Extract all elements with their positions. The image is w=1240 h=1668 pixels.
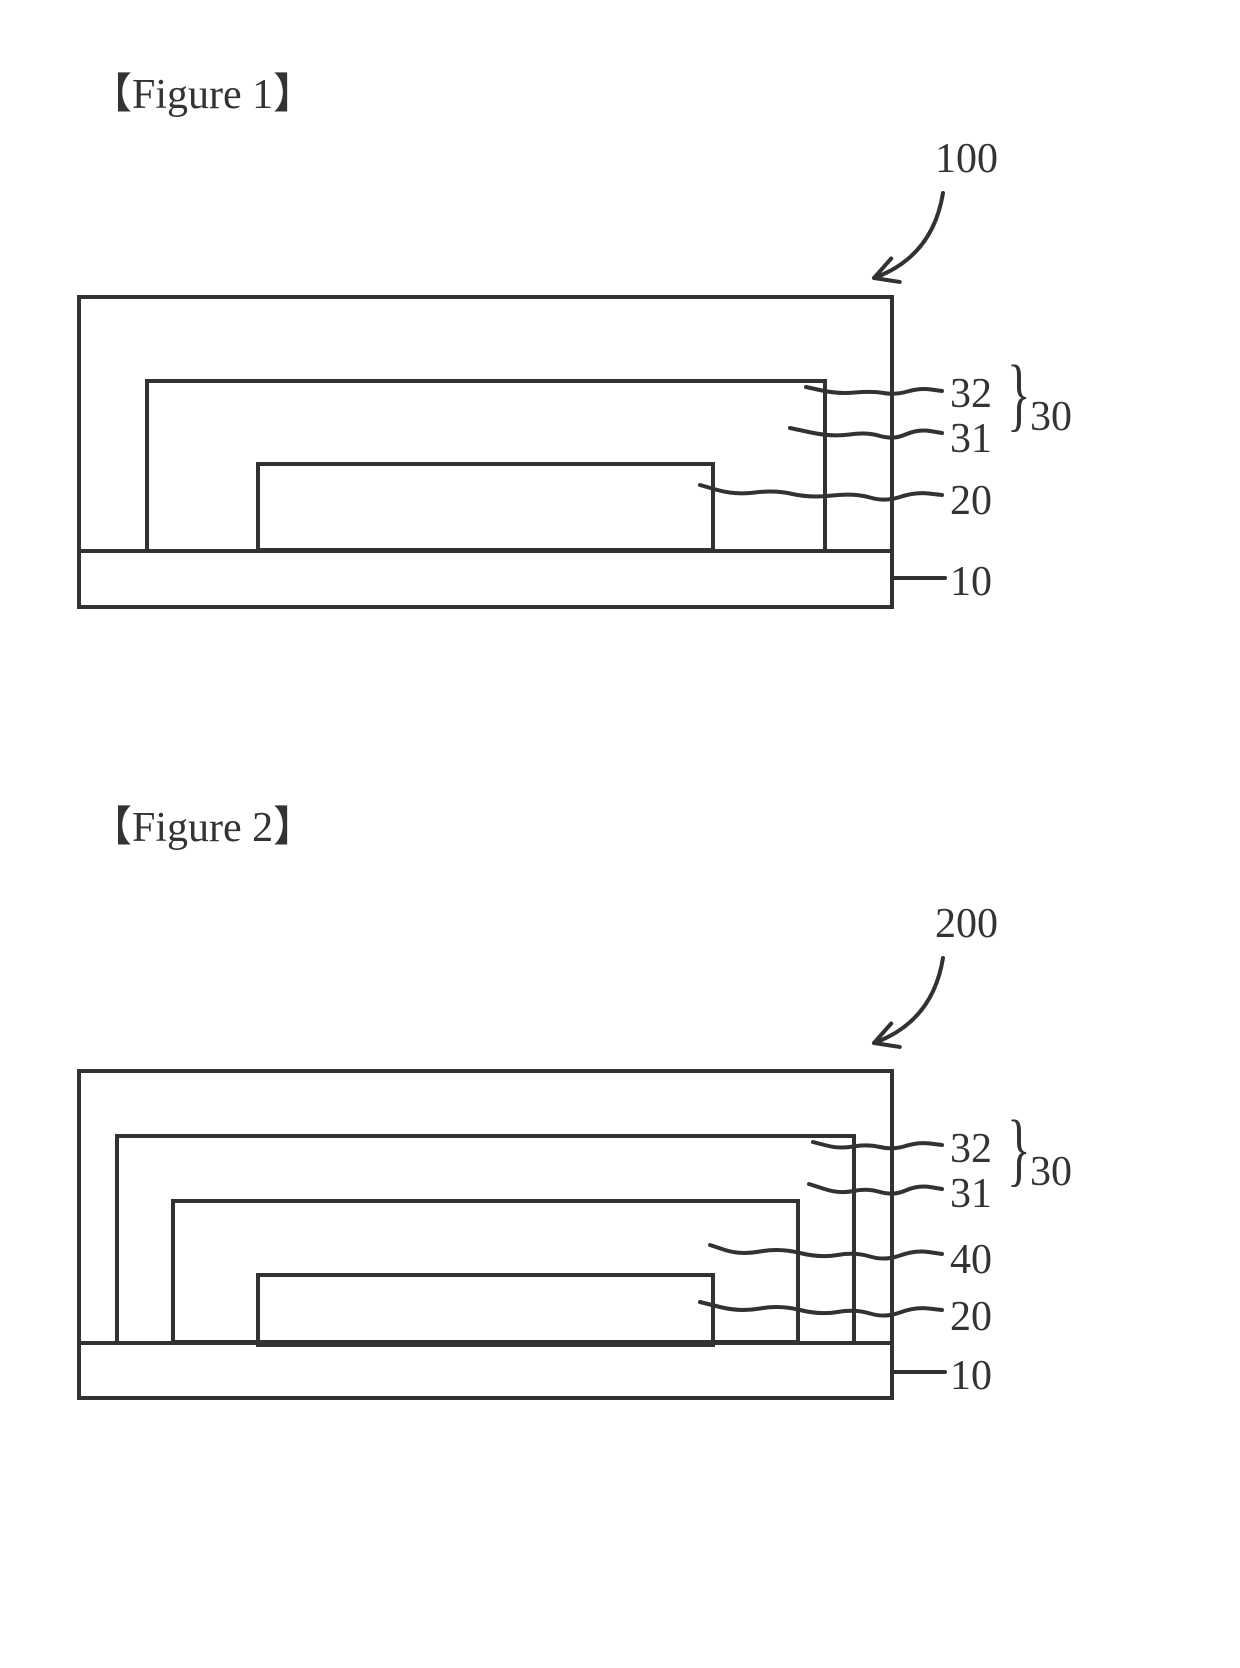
fig1-rect-outer: [79, 297, 892, 607]
fig2-leader-32: [813, 1142, 942, 1148]
fig1-leader-31: [790, 428, 942, 438]
fig2-leader-40: [710, 1245, 942, 1259]
fig1-rect-base10: [79, 551, 892, 607]
fig2-rect-layer31: [173, 1201, 798, 1342]
fig2-rect-layer32: [117, 1136, 854, 1343]
fig2-leader-31: [809, 1184, 942, 1194]
fig2-rect-outer: [79, 1071, 892, 1398]
fig2-leader-20: [700, 1302, 942, 1316]
fig2-rect-base10: [79, 1343, 892, 1398]
fig1-arrow-head: [874, 259, 900, 282]
diagram-svg: [0, 0, 1240, 1668]
fig2-rect-layer20: [258, 1275, 713, 1345]
diagram-stage: { "canvas": { "width": 1240, "height": 1…: [0, 0, 1240, 1668]
fig1-leader-20: [700, 485, 942, 500]
fig1-rect-layer20: [258, 464, 713, 550]
fig2-arrow-head: [874, 1024, 900, 1047]
